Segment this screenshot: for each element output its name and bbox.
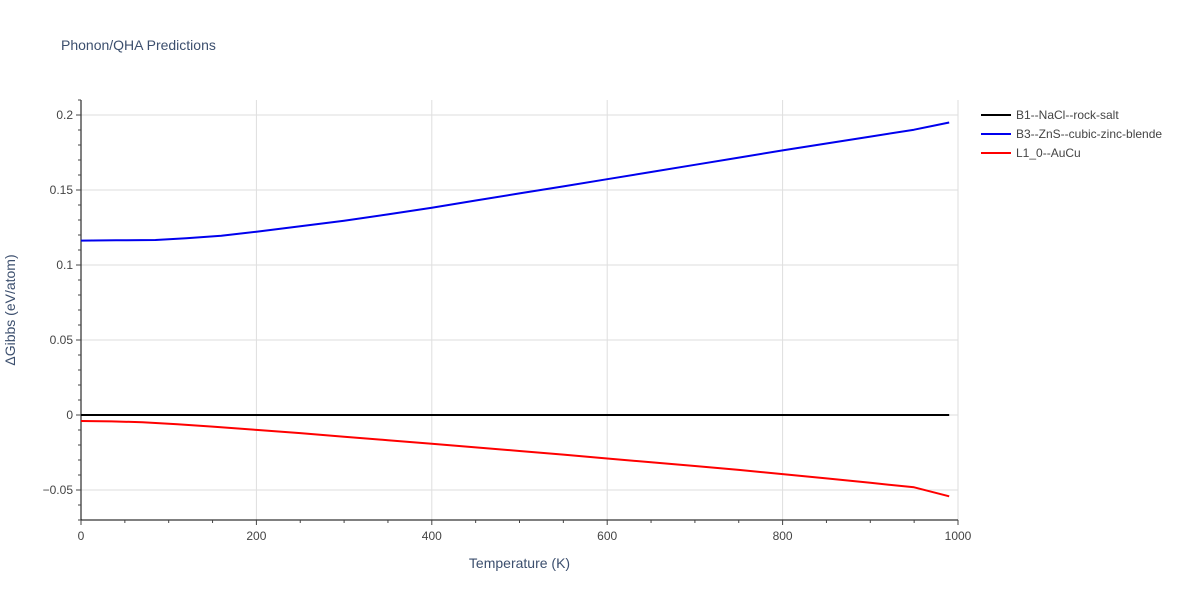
x-axis-title: Temperature (K) (469, 555, 570, 571)
series-line-3[interactable] (80, 420, 950, 498)
axes: 0 200 400 600 800 1000 −0.05 0 0.05 0.1 0.15 0.2 (43, 99, 972, 543)
y-axis-title: ΔGibbs (eV/atom) (2, 254, 18, 365)
legend-label[interactable]: L1_0--AuCu (1016, 146, 1081, 160)
series-line-2[interactable] (80, 121, 950, 242)
x-tick-label: 800 (773, 529, 793, 543)
legend[interactable]: B1--NaCl--rock-salt B3--ZnS--cubic-zinc-b… (981, 108, 1162, 160)
x-tick-label: 200 (246, 529, 266, 543)
y-tick-label: 0 (66, 408, 73, 422)
chart-title: Phonon/QHA Predictions (61, 37, 216, 53)
x-tick-label: 0 (78, 529, 85, 543)
x-tick-label: 400 (422, 529, 442, 543)
grid (81, 100, 959, 520)
x-tick-label: 1000 (945, 529, 972, 543)
x-tick-label: 600 (597, 529, 617, 543)
y-tick-label: −0.05 (43, 483, 74, 497)
legend-label[interactable]: B3--ZnS--cubic-zinc-blende (1016, 127, 1162, 141)
y-tick-label: 0.1 (56, 258, 73, 272)
y-tick-label: 0.05 (50, 333, 74, 347)
legend-label[interactable]: B1--NaCl--rock-salt (1016, 108, 1119, 122)
y-tick-label: 0.15 (50, 183, 74, 197)
y-tick-label: 0.2 (56, 108, 73, 122)
series-group (80, 121, 950, 498)
